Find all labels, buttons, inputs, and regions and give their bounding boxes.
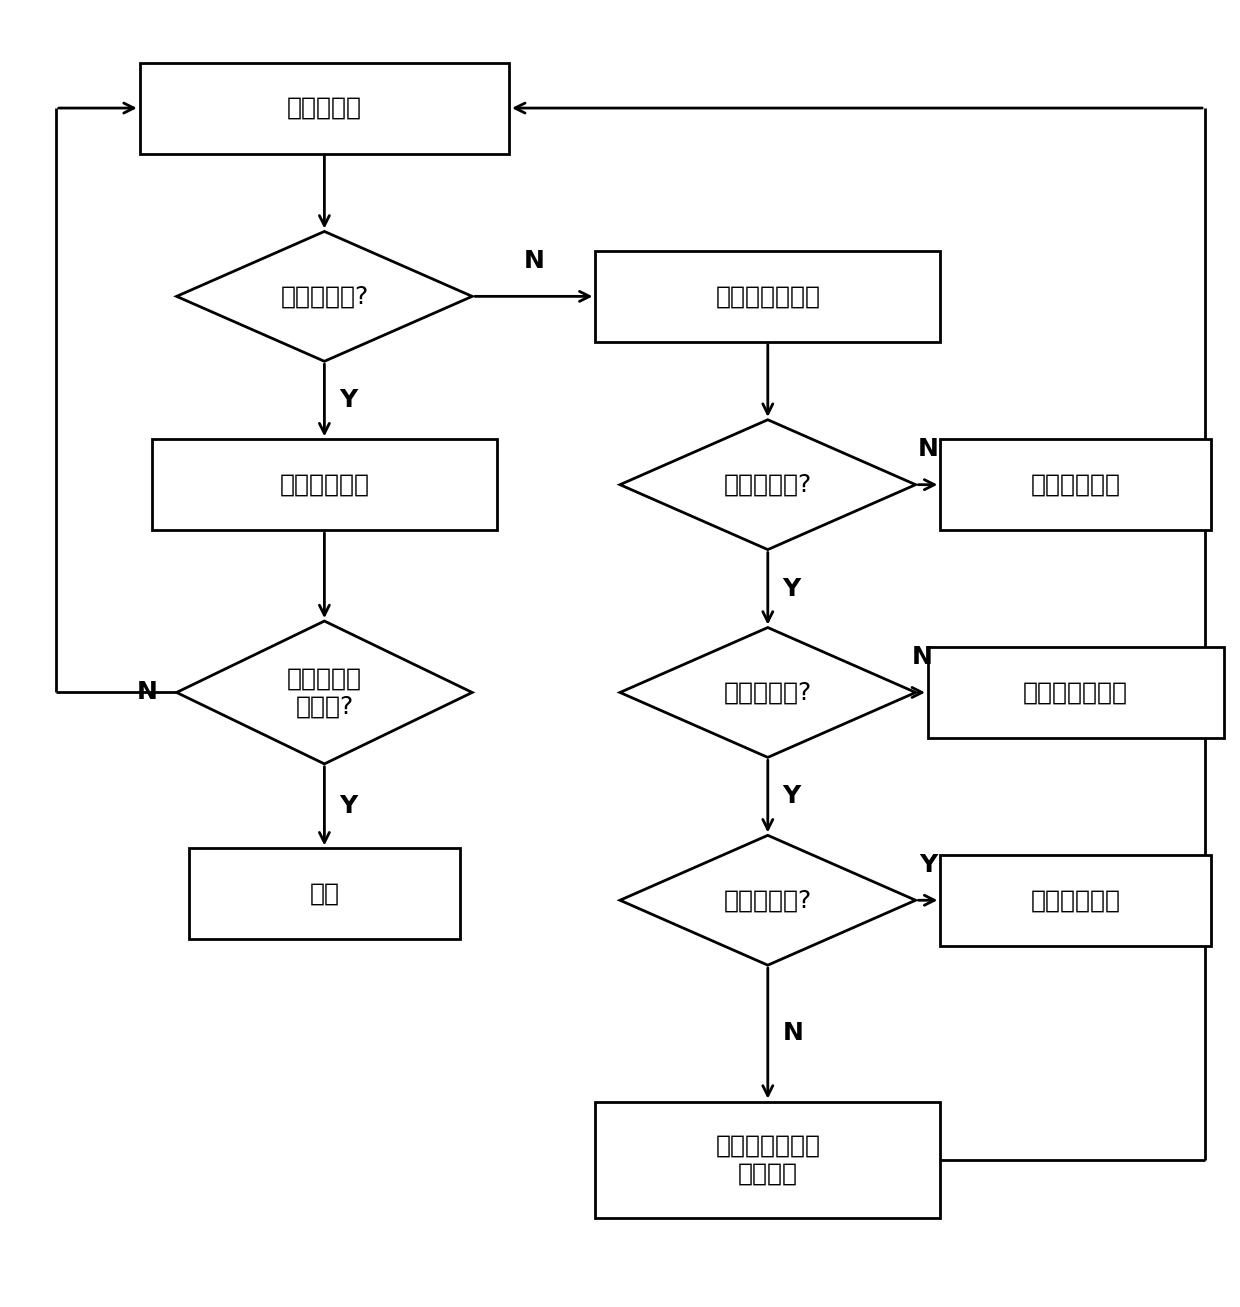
FancyBboxPatch shape [595,251,940,342]
FancyBboxPatch shape [928,647,1224,738]
FancyBboxPatch shape [940,855,1211,946]
Polygon shape [176,621,472,763]
FancyBboxPatch shape [188,848,460,940]
FancyBboxPatch shape [153,439,497,531]
FancyBboxPatch shape [140,63,510,153]
Text: 有明显凹点?: 有明显凹点? [724,473,812,497]
Text: N: N [918,438,939,461]
Text: 寻找最优的一对
凹点分割: 寻找最优的一对 凹点分割 [715,1134,821,1185]
Polygon shape [620,420,915,550]
Text: 按长宽比分割: 按长宽比分割 [1030,473,1121,497]
Text: Y: Y [919,853,937,877]
Text: 按凹点坐标分割: 按凹点坐标分割 [1023,681,1128,704]
Text: N: N [911,646,932,669]
Text: 能直接相连?: 能直接相连? [724,889,812,912]
Text: N: N [523,250,544,273]
Polygon shape [620,627,915,757]
Text: 搜寻轮廓上凹点: 搜寻轮廓上凹点 [715,285,821,308]
Text: 连通域分析: 连通域分析 [286,95,362,120]
Text: 有多个凹点?: 有多个凹点? [724,681,812,704]
Text: 分析完所有
连通域?: 分析完所有 连通域? [286,667,362,719]
Text: Y: Y [782,784,801,808]
Text: 退出: 退出 [310,882,340,906]
Text: 为单根棒材?: 为单根棒材? [280,285,368,308]
Text: N: N [782,1021,804,1046]
FancyBboxPatch shape [940,439,1211,531]
Polygon shape [176,231,472,361]
Text: 保存分析结果: 保存分析结果 [279,473,370,497]
Text: Y: Y [340,795,357,818]
FancyBboxPatch shape [595,1102,940,1218]
Polygon shape [620,835,915,965]
Text: Y: Y [340,388,357,412]
Text: Y: Y [782,576,801,601]
Text: 凹点直接分割: 凹点直接分割 [1030,889,1121,912]
Text: N: N [138,681,159,704]
